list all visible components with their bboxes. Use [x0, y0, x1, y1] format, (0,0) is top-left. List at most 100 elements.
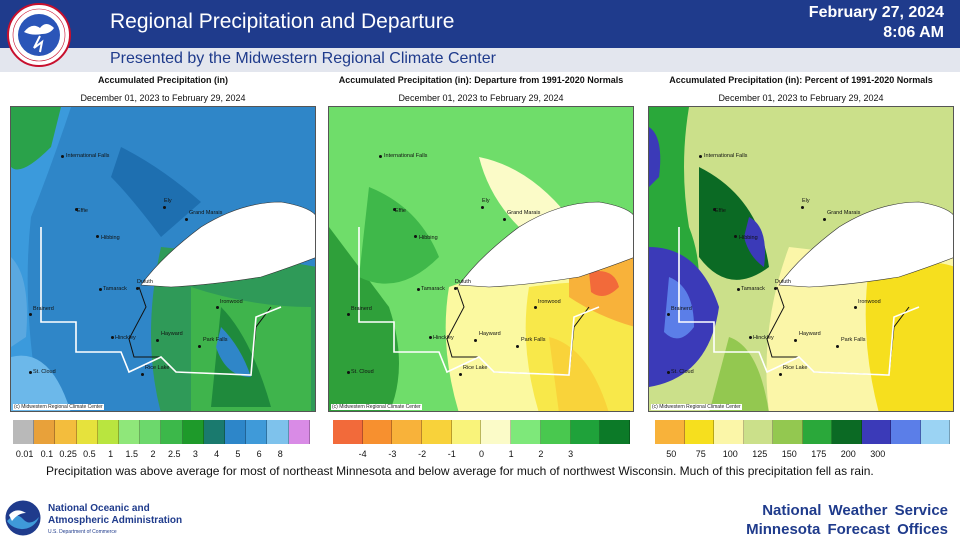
city-marker — [414, 235, 417, 238]
city-label: Ely — [802, 198, 810, 204]
city-label: Effie — [715, 208, 726, 214]
legend-label: -3 — [388, 449, 397, 459]
city-marker — [75, 208, 78, 211]
legend-label: 2.5 — [167, 449, 181, 459]
city-label: Hayward — [479, 331, 501, 337]
city-marker — [216, 306, 219, 309]
legend-label: 175 — [811, 449, 827, 459]
city-marker — [699, 155, 702, 158]
legend-swatch — [362, 420, 393, 444]
city-label: Ely — [482, 198, 490, 204]
legend-swatch — [684, 420, 714, 444]
subtitle-bar — [0, 48, 960, 72]
legend-label: 150 — [781, 449, 797, 459]
city-label: Hinckley — [433, 335, 454, 341]
precip-legend — [13, 420, 310, 444]
legend-swatch — [97, 420, 120, 444]
city-marker — [459, 373, 462, 376]
legend-label: 300 — [870, 449, 886, 459]
city-label: Hinckley — [753, 335, 774, 341]
city-label: Effie — [395, 208, 406, 214]
legend-label: 1 — [108, 449, 114, 459]
caption-text: Precipitation was above average for most… — [46, 464, 874, 478]
legend-label: -1 — [447, 449, 456, 459]
precip-map: International Falls Effie Ely Grand Marais H… — [10, 106, 316, 412]
city-marker — [61, 155, 64, 158]
city-marker — [516, 345, 519, 348]
city-label: Park Falls — [521, 337, 546, 343]
city-label: Rice Lake — [145, 365, 170, 371]
time-text: 8:06 AM — [883, 24, 944, 41]
city-label: Hayward — [799, 331, 821, 337]
city-label: Grand Marais — [827, 210, 861, 216]
city-label: Brainerd — [351, 306, 372, 312]
city-label: St. Cloud — [351, 369, 374, 375]
lake-superior — [140, 201, 315, 288]
nws-logo — [7, 3, 71, 67]
legend-label: 5 — [235, 449, 241, 459]
city-marker — [417, 288, 420, 291]
legend-swatch — [392, 420, 423, 444]
legend-label: 3 — [568, 449, 574, 459]
forecast-area-border — [678, 227, 920, 376]
city-label: Tamarack — [421, 286, 445, 292]
city-marker — [801, 206, 804, 209]
city-label: Duluth — [455, 279, 471, 285]
panel-2-date-range: December 01, 2023 to February 29, 2024 — [398, 93, 564, 103]
legend-label: -2 — [418, 449, 427, 459]
legend-swatch — [600, 420, 630, 444]
legend-label: 2 — [150, 449, 156, 459]
city-marker — [774, 287, 777, 290]
city-marker — [429, 336, 432, 339]
city-marker — [823, 218, 826, 221]
city-marker — [185, 218, 188, 221]
city-marker — [198, 345, 201, 348]
legend-swatch — [511, 420, 541, 444]
lake-superior — [458, 201, 633, 288]
legend-label: 0.1 — [40, 449, 54, 459]
forecast-area-border — [40, 227, 282, 376]
legend-label: 0.25 — [59, 449, 77, 459]
city-marker — [393, 208, 396, 211]
city-marker — [794, 339, 797, 342]
city-marker — [667, 371, 670, 374]
page-subtitle: Presented by the Midwestern Regional Cli… — [110, 50, 496, 67]
legend-swatch — [34, 420, 56, 444]
city-label: Park Falls — [841, 337, 866, 343]
legend-swatch — [481, 420, 512, 444]
city-label: Hibbing — [419, 235, 438, 241]
legend-label: 200 — [840, 449, 856, 459]
city-marker — [29, 313, 32, 316]
legend-swatch — [76, 420, 98, 444]
noaa-dept: U.S. Department of Commerce — [48, 529, 117, 535]
city-label: Grand Marais — [189, 210, 223, 216]
legend-label: 6 — [256, 449, 262, 459]
city-label: International Falls — [704, 153, 748, 159]
city-marker — [454, 287, 457, 290]
city-marker — [749, 336, 752, 339]
panel-1-title: Accumulated Precipitation (in) — [97, 75, 229, 85]
legend-label: 125 — [752, 449, 768, 459]
city-marker — [534, 306, 537, 309]
legend-label: 0 — [478, 449, 485, 459]
legend-swatch — [55, 420, 77, 444]
city-label: Hinckley — [115, 335, 136, 341]
header-bar — [0, 0, 960, 48]
legend-swatch — [13, 420, 35, 444]
map-credit: (c) Midwestern Regional Climate Center — [13, 404, 104, 410]
legend-label: 0.01 — [15, 449, 34, 459]
legend-label: 4 — [214, 449, 220, 459]
city-label: Park Falls — [203, 337, 228, 343]
legend-label: 2 — [538, 449, 544, 459]
city-marker — [779, 373, 782, 376]
legend-swatch — [288, 420, 310, 444]
city-label: Effie — [77, 208, 88, 214]
precip-map-graphic — [11, 107, 315, 411]
city-marker — [713, 208, 716, 211]
legend-swatch — [246, 420, 268, 444]
legend-swatch — [891, 420, 921, 444]
panel-1-date-range: December 01, 2023 to February 29, 2024 — [80, 93, 246, 103]
legend-label: 3 — [192, 449, 198, 459]
city-marker — [503, 218, 506, 221]
city-label: St. Cloud — [671, 369, 694, 375]
